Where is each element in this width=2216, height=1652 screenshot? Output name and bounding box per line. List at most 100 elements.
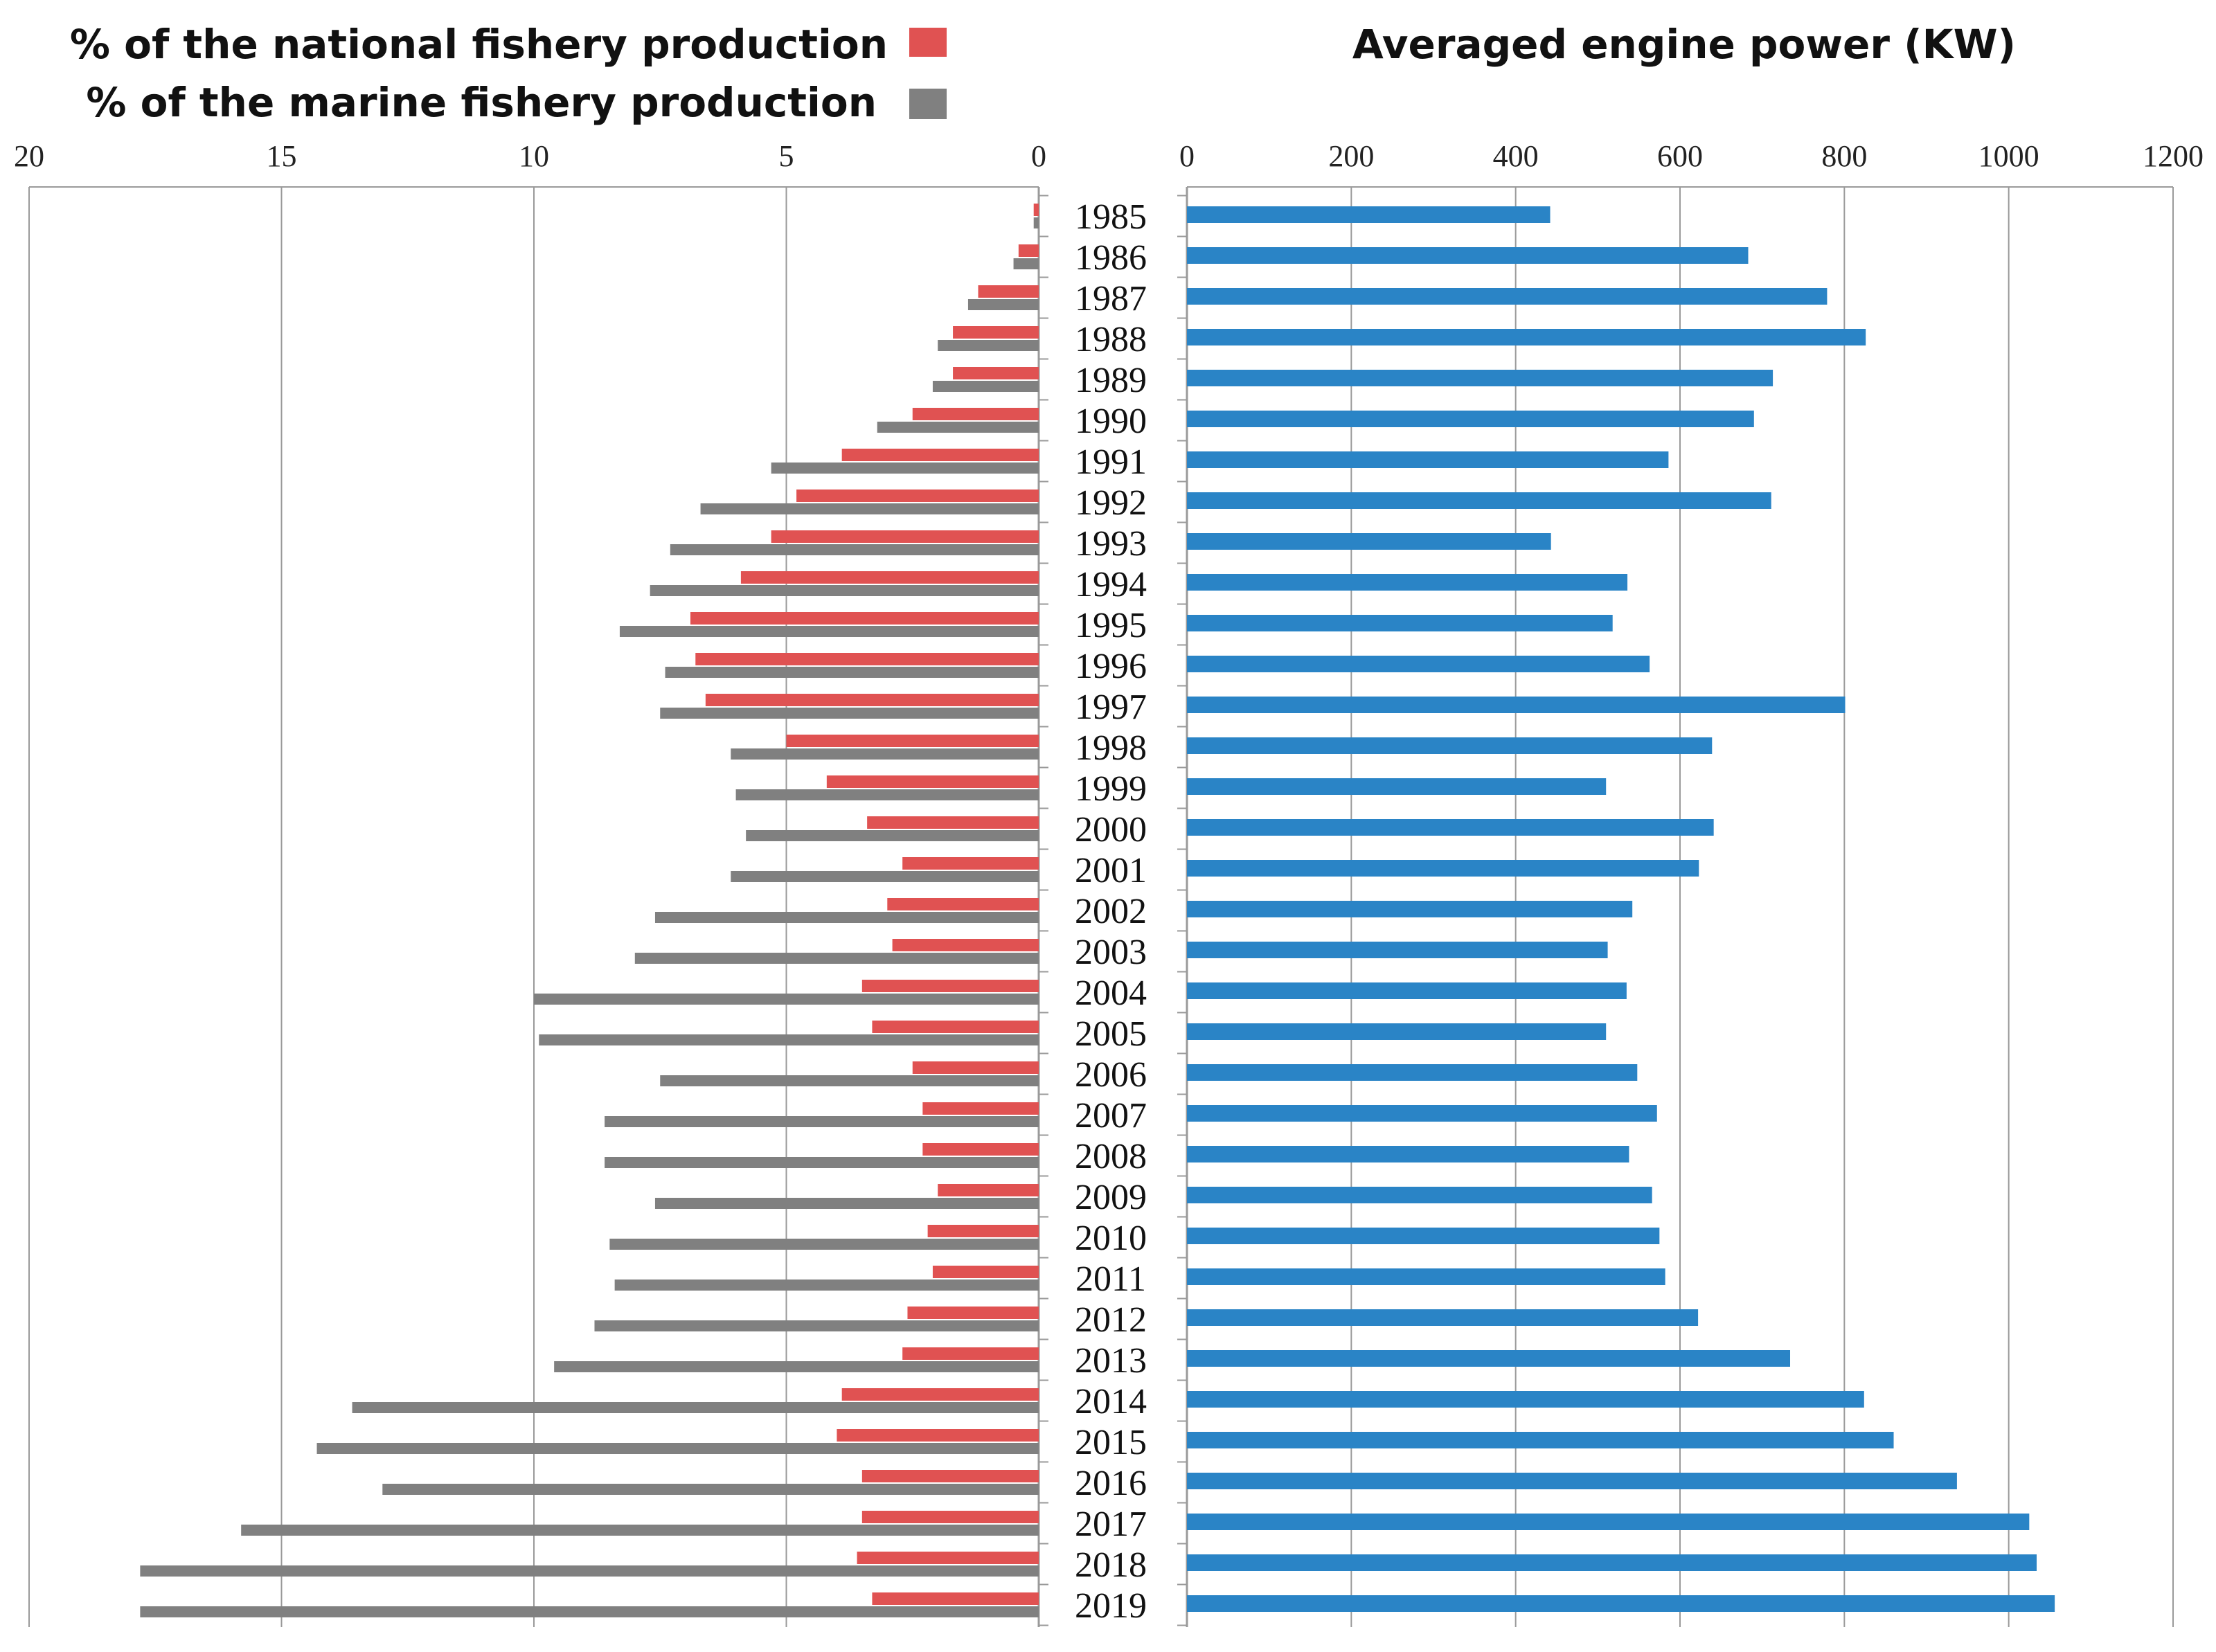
bar-national-2019 — [872, 1592, 1039, 1605]
bar-engine-2019 — [1187, 1595, 2055, 1612]
bar-marine-2009 — [654, 1198, 1039, 1209]
year-label-1988: 1988 — [1075, 320, 1147, 359]
bar-marine-2015 — [316, 1443, 1039, 1454]
year-label-1997: 1997 — [1075, 688, 1147, 727]
bar-national-1992 — [796, 490, 1039, 502]
bar-engine-2000 — [1187, 819, 1714, 836]
left-x-tick-labels: 0 5 10 15 20 — [14, 139, 1046, 173]
left-bars — [140, 204, 1039, 1617]
bar-marine-1990 — [877, 422, 1039, 433]
right-bars — [1187, 206, 2055, 1612]
bar-national-2002 — [887, 898, 1039, 910]
bar-national-2013 — [902, 1347, 1039, 1360]
bar-national-2009 — [938, 1184, 1039, 1196]
bar-engine-2010 — [1187, 1228, 1660, 1244]
bar-national-2012 — [907, 1307, 1039, 1319]
year-label-1986: 1986 — [1075, 238, 1147, 278]
bar-national-1988 — [953, 326, 1039, 339]
bar-marine-2007 — [605, 1116, 1039, 1127]
year-label-2019: 2019 — [1075, 1586, 1147, 1626]
bar-national-2006 — [912, 1061, 1039, 1074]
year-label-1999: 1999 — [1075, 769, 1147, 809]
bar-engine-1991 — [1187, 451, 1669, 468]
bar-marine-1985 — [1033, 217, 1039, 228]
year-label-2005: 2005 — [1075, 1014, 1147, 1054]
bar-engine-2004 — [1187, 982, 1627, 999]
bar-marine-1997 — [660, 708, 1039, 719]
bar-engine-1996 — [1187, 656, 1650, 672]
year-label-2015: 2015 — [1075, 1423, 1147, 1462]
bar-engine-2012 — [1187, 1309, 1699, 1326]
bar-engine-2016 — [1187, 1473, 1957, 1489]
bar-engine-2001 — [1187, 860, 1699, 877]
year-label-1985: 1985 — [1075, 197, 1147, 237]
bar-marine-2006 — [660, 1075, 1039, 1086]
bar-marine-1992 — [700, 503, 1039, 514]
year-label-1991: 1991 — [1075, 442, 1147, 482]
bar-national-1986 — [1018, 244, 1039, 257]
bar-national-2005 — [872, 1021, 1039, 1033]
year-label-1993: 1993 — [1075, 524, 1147, 564]
year-label-1990: 1990 — [1075, 402, 1147, 441]
year-label-2016: 2016 — [1075, 1464, 1147, 1503]
bar-engine-1989 — [1187, 370, 1773, 386]
bar-engine-1990 — [1187, 411, 1754, 427]
bar-marine-2004 — [534, 994, 1039, 1005]
year-label-2002: 2002 — [1075, 892, 1147, 931]
bar-engine-1999 — [1187, 778, 1607, 795]
bar-engine-2018 — [1187, 1554, 2037, 1571]
right-x-tick-label: 400 — [1493, 139, 1539, 173]
bar-national-2001 — [902, 857, 1039, 870]
bar-marine-2013 — [554, 1361, 1039, 1372]
bar-marine-2010 — [609, 1239, 1039, 1250]
right-x-tick-label: 0 — [1179, 139, 1195, 173]
bar-marine-2016 — [382, 1484, 1039, 1495]
year-label-2018: 2018 — [1075, 1545, 1147, 1585]
bar-national-2015 — [837, 1429, 1039, 1442]
bar-engine-2011 — [1187, 1268, 1665, 1285]
legend-marine-swatch — [909, 89, 947, 119]
year-label-2007: 2007 — [1075, 1096, 1147, 1135]
right-x-tick-label: 200 — [1328, 139, 1374, 173]
year-label-2006: 2006 — [1075, 1055, 1147, 1095]
bar-engine-2005 — [1187, 1023, 1607, 1040]
bar-marine-1986 — [1013, 258, 1039, 269]
year-label-2011: 2011 — [1075, 1259, 1146, 1299]
year-label-2000: 2000 — [1075, 810, 1147, 850]
year-labels: 1985198619871988198919901991199219931994… — [1075, 197, 1147, 1626]
bar-national-2000 — [867, 816, 1039, 829]
year-label-1994: 1994 — [1075, 565, 1147, 604]
bar-national-2003 — [892, 939, 1039, 951]
bar-engine-2014 — [1187, 1391, 1864, 1408]
bar-engine-1988 — [1187, 329, 1866, 345]
year-label-2014: 2014 — [1075, 1382, 1147, 1421]
left-x-tick-label: 15 — [267, 139, 297, 173]
bar-engine-1997 — [1187, 697, 1846, 713]
right-x-tick-label: 800 — [1821, 139, 1867, 173]
bar-national-1995 — [690, 612, 1039, 625]
legend-national-swatch — [909, 28, 947, 57]
legend-marine-label: % of the marine fishery production — [86, 79, 877, 126]
bar-marine-2000 — [746, 830, 1039, 841]
bar-national-1998 — [786, 735, 1039, 747]
year-label-2008: 2008 — [1075, 1137, 1147, 1176]
left-gridlines — [28, 186, 1048, 1627]
bar-national-1990 — [912, 408, 1039, 420]
bar-marine-1998 — [731, 748, 1039, 760]
fishery-share-chart: 0 5 10 15 20 — [14, 139, 1048, 1627]
bar-marine-1988 — [938, 340, 1039, 351]
year-label-2013: 2013 — [1075, 1341, 1147, 1381]
year-label-1992: 1992 — [1075, 483, 1147, 523]
bar-national-2017 — [861, 1511, 1039, 1523]
bar-marine-2002 — [654, 912, 1039, 923]
bar-engine-2013 — [1187, 1350, 1791, 1367]
engine-power-title: Averaged engine power (KW) — [1352, 21, 2016, 68]
year-label-2010: 2010 — [1075, 1219, 1147, 1258]
bar-marine-2019 — [140, 1606, 1039, 1617]
year-label-1998: 1998 — [1075, 728, 1147, 768]
bar-national-1999 — [826, 775, 1039, 788]
year-label-1995: 1995 — [1075, 606, 1147, 645]
bar-marine-1991 — [771, 463, 1039, 474]
bar-marine-1989 — [932, 381, 1039, 392]
bar-engine-1985 — [1187, 206, 1551, 223]
